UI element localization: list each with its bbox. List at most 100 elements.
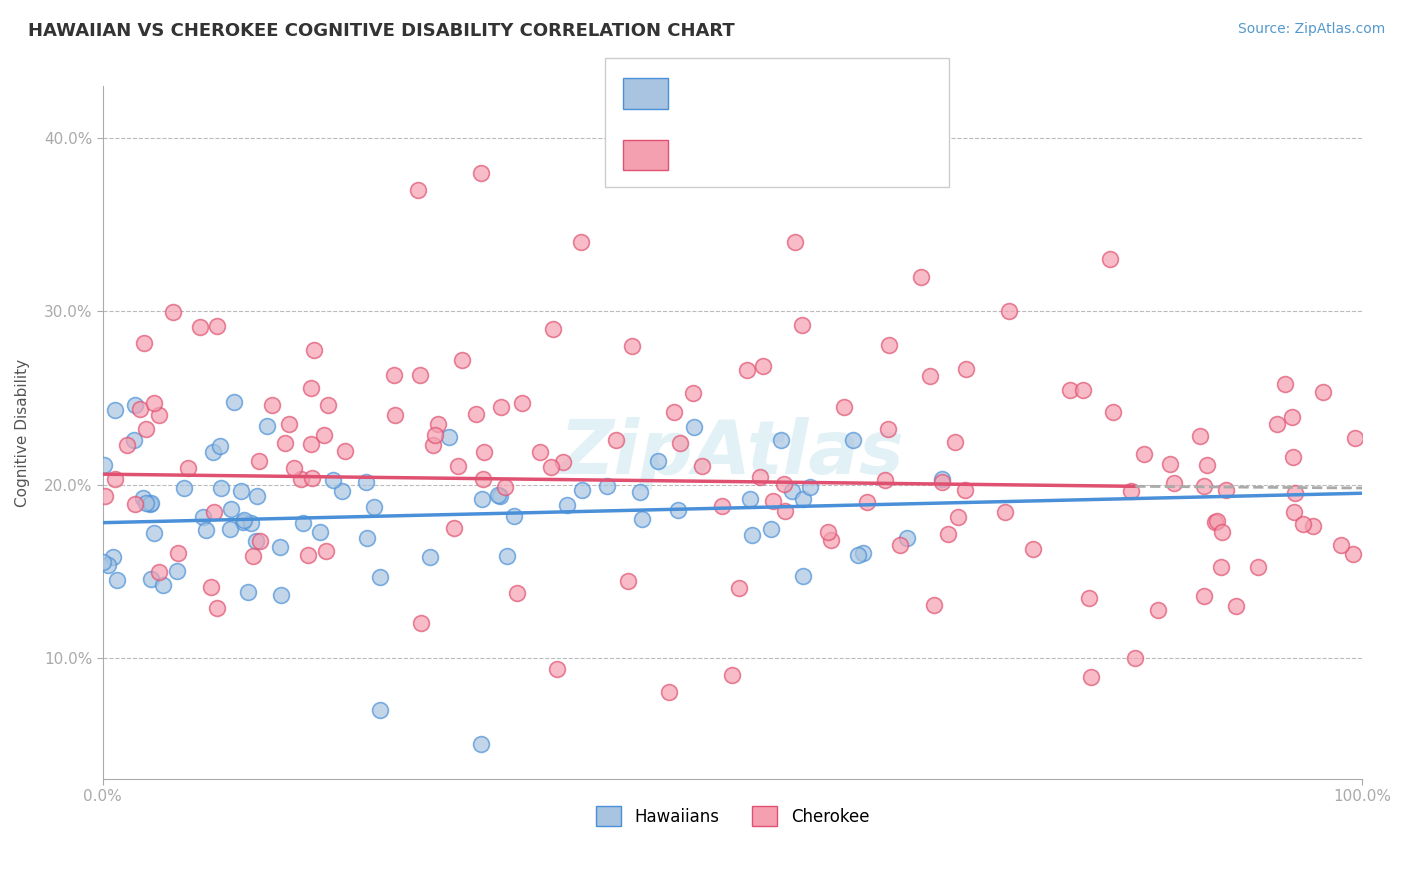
- Point: [1344, 431, 1367, 445]
- Point: [231, 484, 253, 499]
- Point: [368, 703, 391, 717]
- Point: [658, 685, 681, 699]
- Point: [103, 550, 125, 565]
- Point: [647, 454, 669, 468]
- Point: [426, 417, 449, 432]
- Point: [91, 555, 114, 569]
- Text: -0.028: -0.028: [721, 148, 776, 162]
- Text: ZipAtlas: ZipAtlas: [560, 417, 904, 490]
- Legend: Hawaiians, Cherokee: Hawaiians, Cherokee: [589, 799, 876, 833]
- Point: [297, 548, 319, 562]
- Point: [728, 581, 751, 595]
- Point: [605, 434, 627, 448]
- Point: [773, 504, 796, 518]
- Point: [301, 471, 323, 485]
- Point: [1215, 483, 1237, 497]
- Point: [1077, 591, 1099, 605]
- Point: [1195, 458, 1218, 473]
- Point: [315, 543, 337, 558]
- Point: [470, 166, 492, 180]
- Point: [166, 564, 188, 578]
- Point: [555, 499, 578, 513]
- Point: [1302, 519, 1324, 533]
- Point: [546, 663, 568, 677]
- Point: [620, 339, 643, 353]
- Point: [115, 438, 138, 452]
- Point: [1059, 383, 1081, 397]
- Point: [1330, 538, 1353, 552]
- Point: [1192, 589, 1215, 603]
- Point: [662, 405, 685, 419]
- Point: [232, 513, 254, 527]
- Point: [541, 322, 564, 336]
- Point: [817, 525, 839, 540]
- Point: [247, 454, 270, 468]
- Point: [792, 491, 814, 506]
- Point: [333, 444, 356, 458]
- Point: [1121, 483, 1143, 498]
- Point: [194, 523, 217, 537]
- Point: [363, 500, 385, 514]
- Point: [104, 402, 127, 417]
- Point: [529, 445, 551, 459]
- Point: [683, 419, 706, 434]
- Point: [322, 473, 344, 487]
- Text: N =: N =: [792, 87, 821, 101]
- Point: [1211, 524, 1233, 539]
- Point: [143, 525, 166, 540]
- Point: [1101, 405, 1123, 419]
- Point: [1312, 384, 1334, 399]
- Point: [205, 601, 228, 615]
- Point: [201, 444, 224, 458]
- Point: [173, 481, 195, 495]
- Point: [309, 525, 332, 540]
- Point: [191, 509, 214, 524]
- Point: [384, 408, 406, 422]
- Point: [209, 439, 232, 453]
- Point: [93, 458, 115, 472]
- Point: [918, 369, 941, 384]
- Point: [551, 455, 574, 469]
- Point: [299, 437, 322, 451]
- Point: [236, 585, 259, 599]
- Point: [249, 534, 271, 549]
- Point: [875, 474, 897, 488]
- Point: [1204, 515, 1226, 529]
- Point: [842, 433, 865, 447]
- Point: [846, 548, 869, 562]
- Point: [94, 489, 117, 503]
- Point: [669, 436, 692, 450]
- Point: [682, 386, 704, 401]
- Point: [406, 183, 429, 197]
- Point: [167, 546, 190, 560]
- Point: [202, 505, 225, 519]
- Point: [780, 483, 803, 498]
- Point: [239, 516, 262, 531]
- Point: [953, 483, 976, 498]
- Point: [569, 235, 592, 250]
- Point: [876, 421, 898, 435]
- Point: [316, 398, 339, 412]
- Point: [134, 335, 156, 350]
- Point: [1188, 429, 1211, 443]
- Point: [628, 484, 651, 499]
- Point: [162, 304, 184, 318]
- Point: [1080, 669, 1102, 683]
- Point: [1123, 650, 1146, 665]
- Point: [489, 489, 512, 503]
- Point: [852, 546, 875, 560]
- Point: [751, 359, 773, 373]
- Point: [464, 407, 486, 421]
- Point: [472, 471, 495, 485]
- Point: [1341, 547, 1364, 561]
- Point: [799, 480, 821, 494]
- Point: [356, 531, 378, 545]
- Point: [221, 502, 243, 516]
- Point: [382, 368, 405, 383]
- Point: [290, 472, 312, 486]
- Point: [471, 491, 494, 506]
- Point: [666, 502, 689, 516]
- Point: [1284, 505, 1306, 519]
- Point: [922, 598, 945, 612]
- Point: [242, 549, 264, 564]
